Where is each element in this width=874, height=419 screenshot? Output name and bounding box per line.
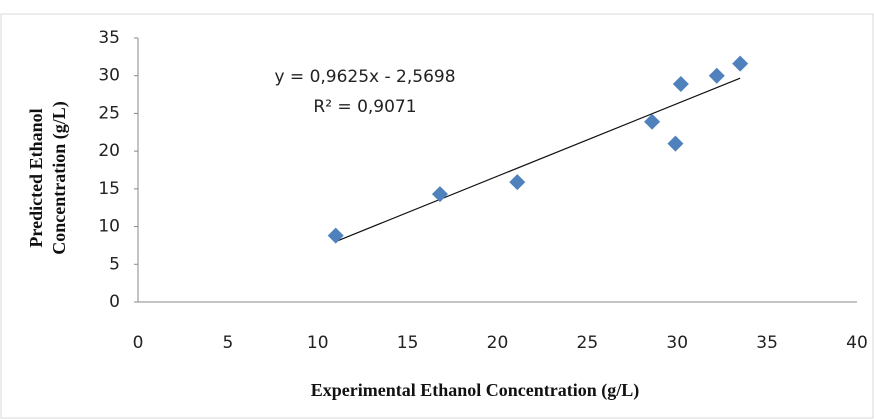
y-tick-label: 30	[98, 66, 120, 86]
y-tick-label: 0	[109, 292, 120, 312]
x-tick-label: 5	[222, 333, 233, 353]
point	[667, 135, 684, 152]
y-tick-label: 35	[98, 28, 120, 48]
trendline	[335, 77, 741, 243]
x-tick-label: 15	[397, 333, 419, 353]
y-axis-label: Predicted Ethanol	[26, 108, 46, 247]
point	[672, 76, 689, 93]
trend-r2: R² = 0,9071	[313, 97, 416, 117]
x-tick-label: 25	[577, 333, 599, 353]
chart-border	[0, 13, 874, 419]
y-tick-label: 15	[98, 179, 120, 199]
point	[732, 55, 749, 72]
point	[327, 227, 344, 244]
y-tick-label: 25	[98, 103, 120, 123]
y-axis-label: Concentration (g/L)	[49, 101, 70, 254]
x-tick-label: 20	[487, 333, 509, 353]
trend-equation: y = 0,9625x - 2,5698	[274, 67, 455, 87]
point	[431, 186, 448, 203]
point	[708, 67, 725, 84]
x-tick-label: 40	[846, 333, 868, 353]
y-tick-label: 20	[98, 141, 120, 161]
point	[509, 174, 526, 191]
y-tick-label: 10	[98, 217, 120, 237]
x-tick-label: 35	[756, 333, 778, 353]
y-tick-label: 5	[109, 254, 120, 274]
x-tick-label: 30	[666, 333, 688, 353]
x-axis-label: Experimental Ethanol Concentration (g/L)	[311, 380, 640, 401]
point	[644, 113, 661, 130]
x-tick-label: 10	[307, 333, 329, 353]
x-tick-label: 0	[133, 333, 144, 353]
